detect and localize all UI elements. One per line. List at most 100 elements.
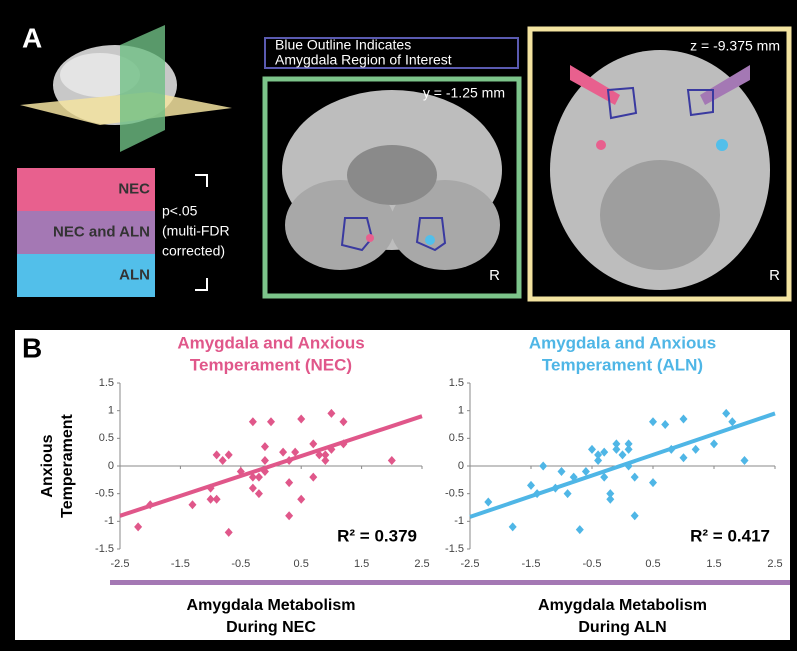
- point: [624, 444, 633, 454]
- point: [248, 472, 257, 482]
- x-tick-label: 0.5: [645, 558, 660, 570]
- point: [224, 450, 233, 460]
- point: [557, 467, 566, 477]
- point: [297, 414, 306, 424]
- chart-title: Temperament (ALN): [542, 355, 703, 374]
- point: [218, 455, 227, 465]
- y-tick-label: 1.5: [99, 377, 114, 389]
- point: [551, 483, 560, 493]
- x-axis-label: Amygdala Metabolism: [187, 597, 356, 614]
- point: [649, 417, 657, 427]
- point: [563, 489, 572, 499]
- point: [624, 439, 633, 449]
- labels: A B Blue Outline Indicates Amygdala Regi…: [22, 22, 780, 363]
- x-axis-label: Amygdala Metabolism: [538, 597, 707, 614]
- point: [624, 461, 633, 471]
- point: [618, 450, 627, 460]
- point: [679, 453, 688, 463]
- point: [691, 444, 700, 454]
- threshold: corrected): [162, 243, 225, 259]
- x-tick-label: 1.5: [706, 558, 721, 570]
- side-label: R: [769, 267, 780, 284]
- x-tick-label: -1.5: [522, 558, 541, 570]
- x-axis-label: During NEC: [226, 619, 316, 636]
- x-tick-label: -0.5: [583, 558, 602, 570]
- point: [600, 447, 609, 457]
- point: [309, 439, 318, 449]
- legend-label: NEC and ALN: [53, 223, 150, 240]
- trendline: [119, 414, 423, 518]
- point: [254, 472, 263, 482]
- y-tick-label: 0: [108, 460, 114, 472]
- point: [575, 525, 584, 535]
- point: [206, 494, 215, 504]
- point: [612, 439, 621, 449]
- point: [679, 414, 688, 424]
- point: [248, 417, 257, 427]
- point: [260, 467, 269, 477]
- point: [661, 420, 670, 429]
- point: [206, 483, 215, 493]
- y-tick-label: -1.5: [445, 543, 464, 555]
- y-tick-label: -1.5: [95, 543, 114, 555]
- brain-3d: [20, 25, 232, 152]
- point: [327, 444, 336, 454]
- point: [339, 417, 348, 427]
- y-tick-label: 1: [108, 405, 114, 417]
- point: [339, 439, 348, 449]
- coronal-frame: [262, 76, 522, 299]
- x-tick-label: 0.5: [294, 558, 309, 570]
- coronal-slice: [282, 90, 502, 270]
- roi-note: Amygdala Region of Interest: [275, 52, 452, 68]
- threshold: p<.05: [162, 203, 198, 219]
- y-tick-label: -0.5: [95, 488, 114, 500]
- point: [722, 408, 731, 418]
- point: [134, 522, 143, 532]
- bracket: [195, 174, 208, 291]
- axial-frame: [527, 26, 792, 302]
- r-squared: R² = 0.417: [690, 526, 770, 545]
- y-tick-label: 1.5: [449, 377, 464, 389]
- y-tick-label: 0.5: [99, 432, 114, 444]
- point: [279, 447, 288, 457]
- point: [309, 472, 318, 482]
- legend-swatch: [17, 168, 155, 211]
- point: [728, 417, 737, 427]
- point: [321, 455, 330, 465]
- point: [539, 461, 548, 471]
- y-tick-label: 1: [458, 405, 464, 417]
- point: [327, 408, 336, 418]
- chart-title: Amygdala and Anxious: [177, 333, 364, 352]
- point: [212, 494, 221, 504]
- legend-label: NEC: [118, 180, 150, 197]
- roi-note: Blue Outline Indicates: [275, 37, 411, 53]
- slice-label: z = -9.375 mm: [690, 38, 780, 54]
- point: [533, 489, 542, 499]
- point: [321, 450, 330, 460]
- x-tick-label: 2.5: [767, 558, 782, 570]
- axial-slice: [550, 50, 770, 290]
- point: [667, 444, 676, 454]
- point: [569, 472, 578, 482]
- point: [612, 444, 621, 454]
- point: [297, 494, 306, 504]
- y-axis-label: Temperament: [59, 413, 76, 517]
- x-tick-label: 1.5: [354, 558, 369, 570]
- point: [484, 497, 493, 507]
- point: [594, 450, 603, 460]
- x-tick-label: -2.5: [461, 558, 480, 570]
- y-tick-label: -1: [104, 515, 114, 527]
- x-tick-label: -1.5: [171, 558, 190, 570]
- panel-letter: B: [22, 332, 42, 363]
- y-tick-label: 0: [458, 460, 464, 472]
- point: [508, 522, 517, 532]
- point: [285, 455, 294, 465]
- point: [260, 442, 269, 452]
- panel-b-bg: [15, 330, 790, 640]
- trendline: [469, 411, 776, 519]
- side-label: R: [489, 267, 500, 284]
- point: [606, 489, 615, 499]
- legend-swatch: [17, 254, 155, 297]
- point: [600, 472, 609, 482]
